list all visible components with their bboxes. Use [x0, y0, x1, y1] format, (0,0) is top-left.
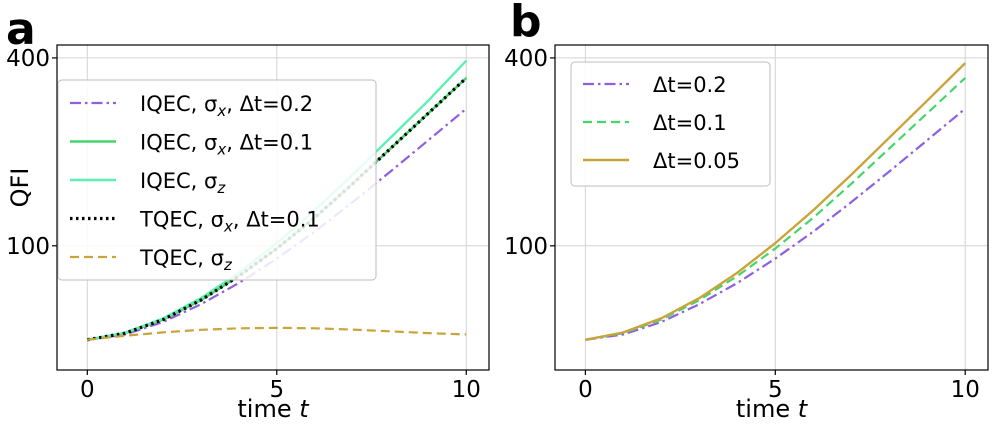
x-tick-label: 0 [80, 377, 95, 403]
legend-item: IQEC, σx, Δt=0.2 [70, 92, 313, 120]
x-tick-label: 5 [269, 377, 284, 403]
x-axis-label: time t [736, 395, 809, 423]
y-tick-label: 400 [6, 46, 50, 72]
legend-label: IQEC, σx, Δt=0.2 [140, 92, 313, 120]
legend-item: Δt=0.2 [583, 73, 727, 97]
panel-b: 0 5 10 100 400 time t b Δt=0.2 Δt=0.1 Δt=0.05 [504, 0, 989, 423]
legend-label: IQEC, σz [140, 169, 226, 197]
legend-box [57, 79, 377, 281]
y-axis-label: QFI [6, 168, 34, 208]
legend-item: TQEC, σz [70, 246, 233, 274]
y-tick-label: 100 [6, 234, 50, 260]
legend-label: Δt=0.1 [653, 111, 727, 135]
legend-item: IQEC, σz [70, 169, 226, 197]
legend-label: IQEC, σx, Δt=0.1 [140, 131, 313, 159]
axes-frame [554, 44, 989, 371]
legend-box [570, 61, 771, 187]
legend-item: Δt=0.05 [583, 149, 740, 173]
legend: IQEC, σx, Δt=0.2 IQEC, σx, Δt=0.1 IQEC, σz… [57, 79, 377, 281]
legend-label: TQEC, σz [139, 246, 233, 274]
legend-item: TQEC, σx, Δt=0.1 [70, 208, 320, 236]
legend-item: Δt=0.1 [583, 111, 727, 135]
legend-label: Δt=0.2 [653, 73, 727, 97]
axes-frame [56, 44, 490, 371]
y-tick-label: 400 [504, 46, 548, 72]
legend-item: IQEC, σx, Δt=0.1 [70, 131, 313, 159]
y-tick-label: 100 [504, 234, 548, 260]
x-tick-label: 10 [951, 377, 980, 403]
series-line-3 [585, 62, 967, 341]
x-tick-label: 0 [578, 377, 593, 403]
legend-label: TQEC, σx, Δt=0.1 [139, 208, 320, 236]
x-tick-label: 5 [768, 377, 783, 403]
panel-letter: b [510, 0, 542, 47]
x-axis-label: time t [237, 395, 310, 423]
x-tick-label: 10 [452, 377, 481, 403]
series-line-1 [585, 107, 966, 341]
legend: Δt=0.2 Δt=0.1 Δt=0.05 [570, 61, 771, 187]
series-line-2 [585, 77, 966, 341]
series-lines [585, 62, 967, 341]
panel-letter: a [6, 4, 36, 55]
legend-label: Δt=0.05 [653, 149, 740, 173]
series-line-5 [87, 326, 467, 341]
